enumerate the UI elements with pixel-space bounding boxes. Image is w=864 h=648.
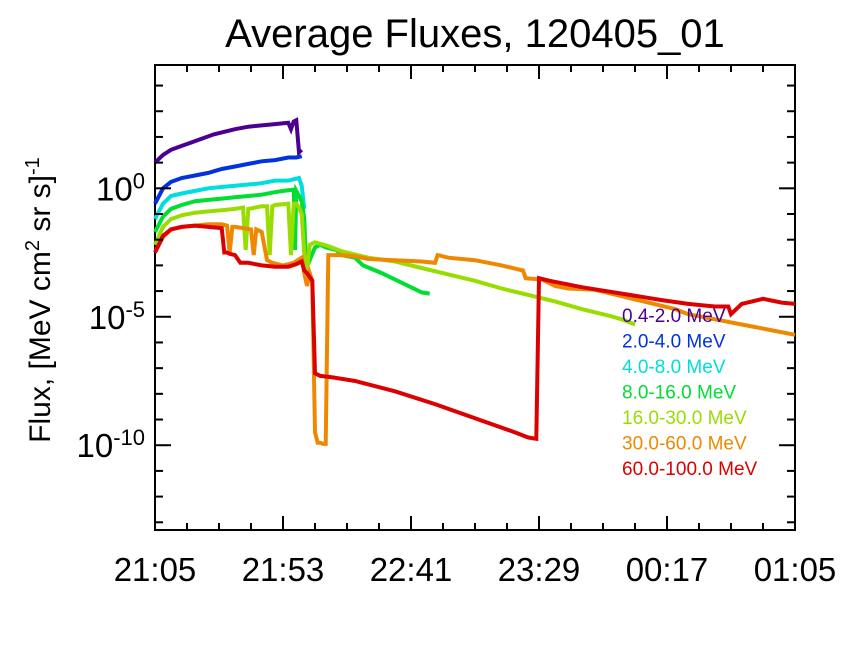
- legend-entry: 60.0-100.0 MeV: [622, 459, 758, 480]
- plot-area: [153, 64, 796, 531]
- series-line-6: [153, 223, 796, 442]
- series-line-5: [153, 222, 796, 446]
- series-line-2: [153, 175, 307, 221]
- legend-entry: 0.4-2.0 MeV: [622, 306, 726, 327]
- x-tick-label: 01:05: [754, 551, 837, 588]
- y-label-main: Flux, [MeV cm: [24, 251, 57, 443]
- y-label-sup2: -1: [22, 157, 44, 175]
- y-label-sup1: 2: [22, 240, 44, 251]
- x-tick-label: 21:53: [242, 551, 325, 588]
- legend: 0.4-2.0 MeV 2.0-4.0 MeV 4.0-8.0 MeV 8.0-16.…: [622, 306, 758, 480]
- y-tick-label: 10-5: [89, 296, 145, 336]
- series-line-3: [153, 183, 430, 296]
- x-axis: 21:05 21:53 22:41 23:29 00:17 01:05: [114, 551, 837, 588]
- legend-entry: 8.0-16.0 MeV: [622, 383, 736, 404]
- legend-entry: 4.0-8.0 MeV: [622, 357, 726, 378]
- y-tick-label: 100: [96, 168, 145, 208]
- legend-entry: 16.0-30.0 MeV: [622, 408, 747, 429]
- y-label-mid: sr s]: [24, 175, 57, 240]
- chart-title: Average Fluxes, 120405_01: [225, 12, 725, 56]
- x-tick-label: 00:17: [626, 551, 709, 588]
- series-line-0: [153, 117, 304, 165]
- y-tick-label: 10-10: [76, 425, 145, 465]
- x-tick-label: 21:05: [114, 551, 197, 588]
- legend-entry: 2.0-4.0 MeV: [622, 332, 726, 353]
- series-line-1: [153, 154, 303, 205]
- series-line-4: [153, 201, 636, 327]
- y-axis-label: Flux, [MeV cm2 sr s]-1: [22, 157, 57, 443]
- axis-ticks: [154, 65, 796, 530]
- y-axis: 100 10-5 10-10: [76, 168, 145, 464]
- series-layer: [153, 117, 796, 446]
- x-tick-label: 22:41: [370, 551, 453, 588]
- legend-entry: 30.0-60.0 MeV: [622, 434, 747, 455]
- x-tick-label: 23:29: [498, 551, 581, 588]
